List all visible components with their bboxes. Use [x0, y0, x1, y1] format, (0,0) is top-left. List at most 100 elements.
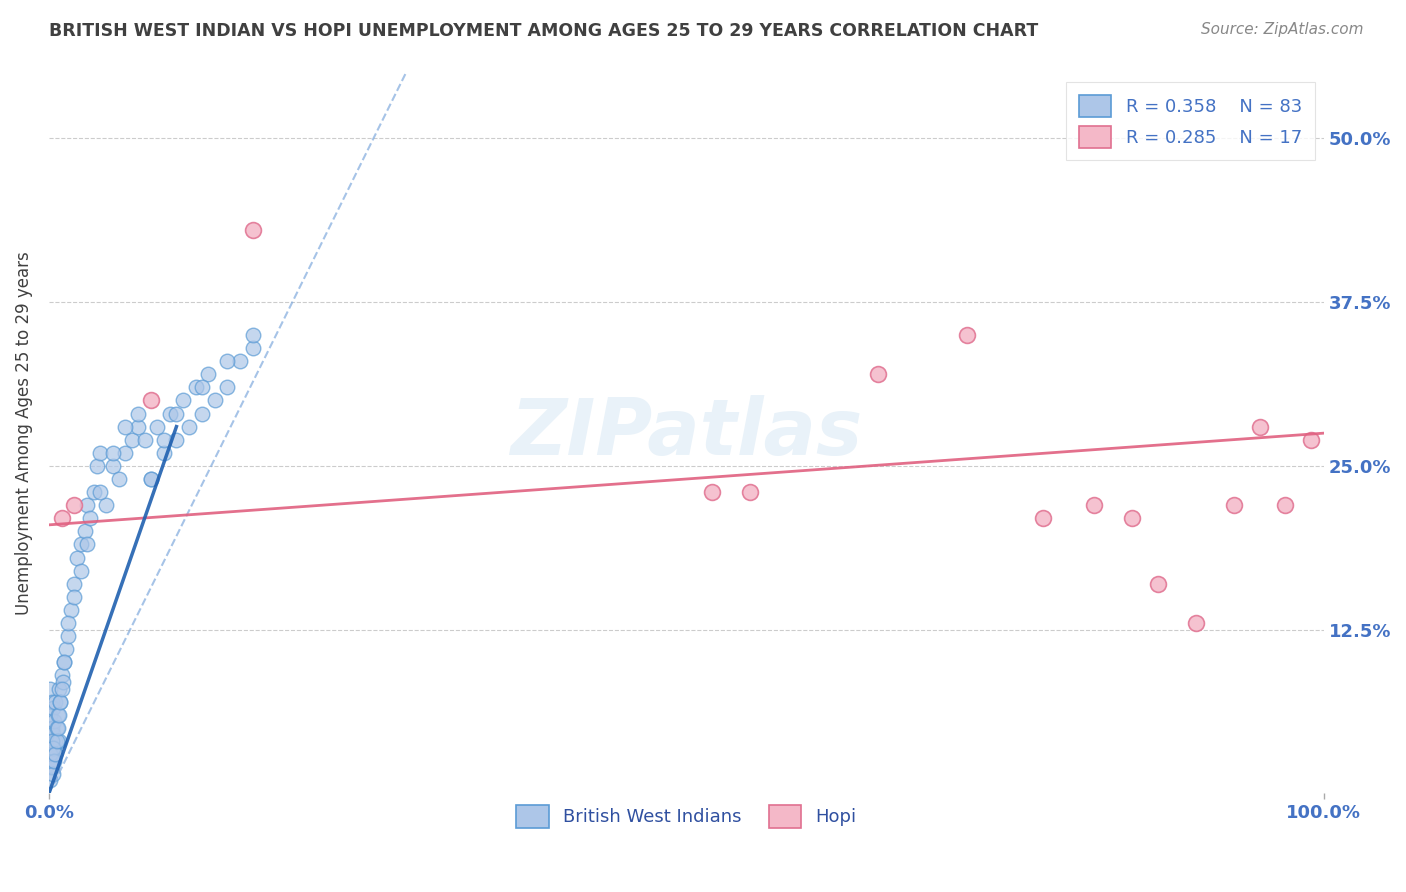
Point: [41, 721, 63, 735]
Point: [86, 458, 108, 473]
Point: [48, 707, 70, 722]
Point: [217, 380, 239, 394]
Point: [700, 485, 723, 500]
Point: [191, 380, 214, 394]
Point: [46, 707, 69, 722]
Point: [1223, 498, 1246, 512]
Point: [49, 695, 72, 709]
Point: [1299, 433, 1322, 447]
Point: [165, 407, 187, 421]
Point: [48, 734, 70, 748]
Point: [152, 433, 174, 447]
Point: [229, 354, 252, 368]
Point: [165, 433, 187, 447]
Point: [42, 754, 65, 768]
Text: ZIPatlas: ZIPatlas: [510, 395, 862, 471]
Point: [1147, 576, 1170, 591]
Point: [63, 576, 86, 591]
Point: [114, 419, 136, 434]
Point: [49, 695, 72, 709]
Point: [152, 446, 174, 460]
Point: [48, 681, 70, 696]
Point: [42, 740, 65, 755]
Point: [76, 537, 98, 551]
Point: [41, 747, 63, 761]
Point: [866, 368, 889, 382]
Point: [89, 446, 111, 460]
Point: [41, 695, 63, 709]
Point: [51, 511, 73, 525]
Point: [44, 695, 66, 709]
Y-axis label: Unemployment Among Ages 25 to 29 years: Unemployment Among Ages 25 to 29 years: [15, 252, 32, 615]
Point: [114, 446, 136, 460]
Point: [139, 472, 162, 486]
Point: [191, 407, 214, 421]
Point: [39, 773, 62, 788]
Point: [204, 393, 226, 408]
Point: [39, 747, 62, 761]
Point: [1274, 498, 1296, 512]
Point: [53, 656, 76, 670]
Legend: British West Indians, Hopi: British West Indians, Hopi: [509, 798, 863, 835]
Point: [53, 656, 76, 670]
Point: [59, 603, 82, 617]
Point: [956, 327, 979, 342]
Point: [121, 433, 143, 447]
Point: [51, 681, 73, 696]
Point: [83, 485, 105, 500]
Point: [146, 419, 169, 434]
Point: [1121, 511, 1143, 525]
Point: [738, 485, 761, 500]
Point: [42, 766, 65, 780]
Point: [39, 760, 62, 774]
Point: [56, 629, 79, 643]
Point: [79, 511, 101, 525]
Point: [55, 642, 77, 657]
Point: [66, 550, 89, 565]
Point: [56, 616, 79, 631]
Point: [73, 524, 96, 539]
Point: [127, 407, 149, 421]
Point: [69, 537, 91, 551]
Point: [45, 721, 67, 735]
Point: [39, 734, 62, 748]
Point: [184, 380, 207, 394]
Point: [159, 407, 181, 421]
Point: [101, 446, 124, 460]
Point: [39, 707, 62, 722]
Point: [42, 714, 65, 729]
Point: [172, 393, 194, 408]
Point: [63, 498, 86, 512]
Point: [127, 419, 149, 434]
Point: [51, 668, 73, 682]
Point: [44, 734, 66, 748]
Point: [45, 734, 67, 748]
Point: [76, 498, 98, 512]
Point: [1249, 419, 1271, 434]
Text: Source: ZipAtlas.com: Source: ZipAtlas.com: [1201, 22, 1364, 37]
Point: [139, 393, 162, 408]
Point: [42, 727, 65, 741]
Point: [1083, 498, 1105, 512]
Point: [41, 734, 63, 748]
Point: [52, 675, 75, 690]
Point: [46, 721, 69, 735]
Point: [42, 740, 65, 755]
Point: [197, 368, 219, 382]
Text: BRITISH WEST INDIAN VS HOPI UNEMPLOYMENT AMONG AGES 25 TO 29 YEARS CORRELATION C: BRITISH WEST INDIAN VS HOPI UNEMPLOYMENT…: [49, 22, 1039, 40]
Point: [1032, 511, 1054, 525]
Point: [39, 681, 62, 696]
Point: [242, 327, 264, 342]
Point: [108, 472, 131, 486]
Point: [242, 341, 264, 355]
Point: [1185, 616, 1208, 631]
Point: [63, 590, 86, 604]
Point: [101, 458, 124, 473]
Point: [139, 472, 162, 486]
Point: [134, 433, 156, 447]
Point: [44, 747, 66, 761]
Point: [42, 754, 65, 768]
Point: [217, 354, 239, 368]
Point: [96, 498, 118, 512]
Point: [69, 564, 91, 578]
